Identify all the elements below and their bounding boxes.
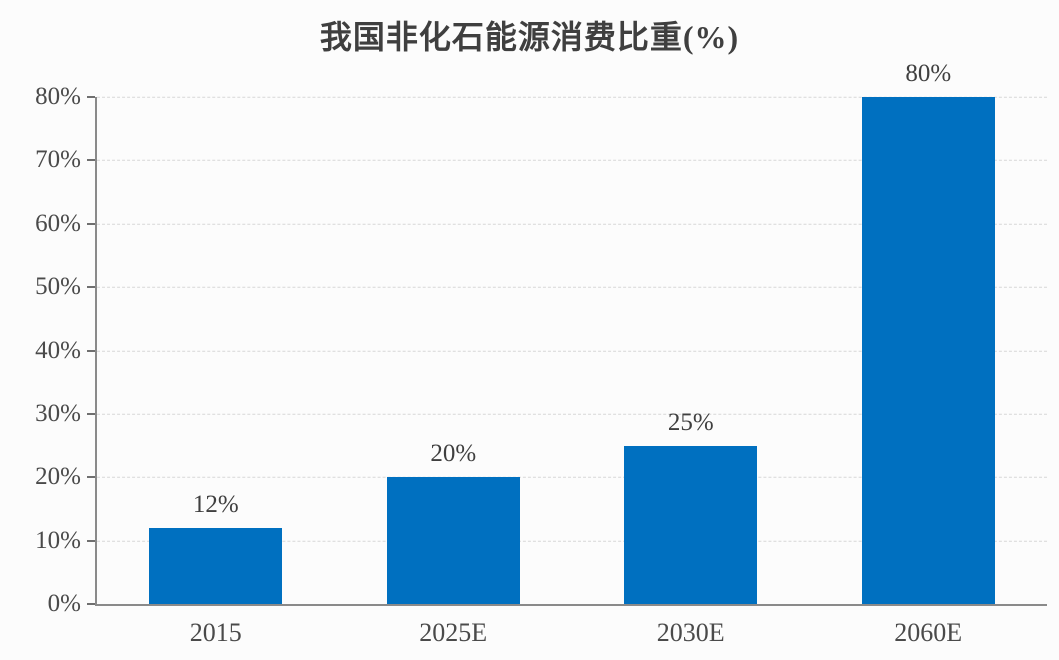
y-axis-tick	[87, 412, 95, 415]
y-axis-tick	[87, 159, 95, 162]
bar	[624, 445, 758, 604]
chart-title: 我国非化石能源消费比重(%)	[319, 19, 740, 55]
bar	[149, 527, 283, 604]
bar-value-label: 80%	[905, 60, 952, 87]
y-tick-label: 80%	[35, 83, 81, 110]
x-tick-label: 2060E	[894, 618, 963, 647]
y-tick-label: 30%	[35, 399, 81, 427]
y-axis-tick	[87, 349, 95, 352]
gridline	[97, 160, 1047, 162]
gridline	[97, 477, 1047, 478]
x-tick-label: 2015	[189, 618, 242, 647]
gridline	[97, 223, 1047, 225]
bar	[386, 477, 520, 604]
gridline	[97, 350, 1047, 352]
gridline	[97, 96, 1047, 98]
bar-value-label: 25%	[667, 408, 714, 436]
bar-value-label: 12%	[192, 490, 239, 518]
y-tick-label: 50%	[35, 273, 81, 301]
bar-value-label: 20%	[430, 440, 477, 468]
y-tick-label: 40%	[35, 336, 81, 364]
y-tick-label: 60%	[35, 209, 81, 237]
plot-area: 0% 10% 20% 30% 40% 50% 60% 70% 80% 12% 2015 20% 2025…	[35, 60, 1047, 647]
gridline	[97, 540, 1047, 542]
y-axis-tick	[87, 539, 95, 542]
gridline	[97, 286, 1047, 288]
bar	[861, 97, 995, 604]
gridline	[97, 413, 1047, 415]
y-tick-label: 10%	[35, 526, 81, 554]
y-axis-tick	[87, 476, 95, 479]
y-axis-tick	[87, 603, 95, 605]
y-tick-label: 20%	[35, 463, 81, 491]
y-axis-tick	[87, 286, 95, 289]
y-axis-tick	[87, 222, 95, 225]
x-tick-label: 2025E	[419, 618, 488, 647]
x-tick-label: 2030E	[656, 618, 725, 647]
y-tick-label: 70%	[35, 146, 81, 174]
y-axis-tick	[87, 96, 95, 98]
y-tick-label: 0%	[47, 590, 81, 617]
